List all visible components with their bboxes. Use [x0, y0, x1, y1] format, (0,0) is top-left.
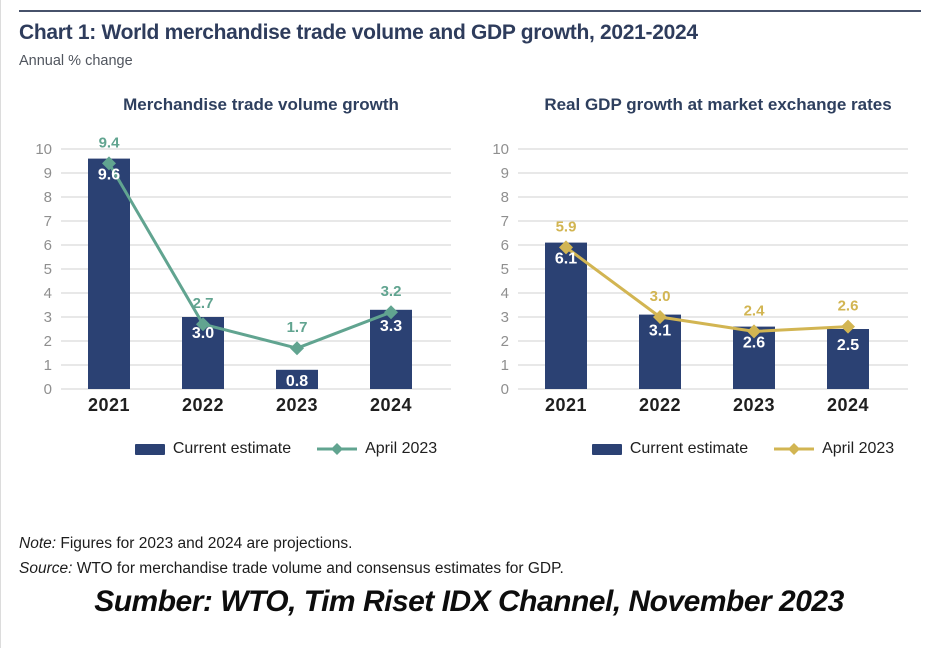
bar-2024 [827, 329, 869, 389]
legend-item-current-estimate: Current estimate [591, 440, 749, 458]
gdp-chart-legend: Current estimate April 2023 [518, 440, 908, 458]
y-tick-label: 8 [44, 189, 52, 206]
bar-label-2022: 3.1 [649, 323, 671, 340]
bar-2023 [276, 369, 318, 389]
legend-item-april-2023: April 2023 [317, 440, 437, 458]
y-tick-label: 3 [44, 309, 52, 326]
bar-label-2022: 3.0 [192, 325, 214, 342]
gdp-chart-panel: Real GDP growth at market exchange rates… [463, 95, 913, 458]
legend-label: Current estimate [172, 440, 292, 457]
bar-label-2024: 2.5 [837, 337, 859, 354]
y-tick-label: 2 [501, 333, 509, 350]
line-marker-icon [774, 443, 815, 455]
y-tick-label: 8 [501, 189, 509, 206]
legend-item-current-estimate: Current estimate [134, 440, 292, 458]
legend-item-april-2023: April 2023 [774, 440, 894, 458]
y-tick-label: 7 [501, 213, 509, 230]
y-tick-label: 4 [44, 285, 52, 302]
line-marker-2023 [290, 341, 304, 356]
bar-2021 [545, 242, 587, 389]
y-tick-label: 6 [501, 237, 509, 254]
y-tick-label: 2 [44, 333, 52, 350]
y-tick-label: 1 [501, 357, 509, 374]
legend-label: April 2023 [822, 440, 895, 457]
legend-label: Current estimate [629, 440, 749, 457]
line-label-2022: 3.0 [650, 288, 671, 305]
bar-label-2024: 3.3 [380, 318, 402, 335]
gdp-chart-plot: 0 1 2 3 4 5 6 7 8 9 10 5.9 3.0 2.4 2.6 6.1 3.1 2.6 2.5 2021… [492, 141, 908, 415]
line-marker-icon [317, 443, 358, 455]
y-tick-label: 0 [44, 381, 52, 398]
line-label-2021: 5.9 [556, 218, 577, 235]
x-tick-label: 2021 [88, 395, 130, 415]
line-marker-2022 [196, 317, 210, 332]
line-marker-2023 [747, 324, 761, 339]
x-tick-label: 2022 [182, 395, 224, 415]
top-rule [19, 10, 921, 12]
source-label: Source: [19, 560, 73, 577]
y-tick-label: 7 [44, 213, 52, 230]
bar-label-2023: 2.6 [743, 335, 765, 352]
bar-2022 [639, 314, 681, 389]
y-tick-label: 5 [44, 261, 52, 278]
source-line: Source: WTO for merchandise trade volume… [19, 560, 564, 578]
line-label-2024: 2.6 [838, 298, 859, 315]
line-series [107, 162, 392, 350]
bar-swatch-icon [134, 443, 165, 455]
line-series [565, 246, 849, 333]
page-subtitle: Annual % change [19, 53, 133, 69]
merchandise-chart-panel: Merchandise trade volume growth 0 1 2 3 4 5 6 7… [6, 95, 456, 458]
merchandise-chart-plot: 0 1 2 3 4 5 6 7 8 9 10 9.4 2.7 1.7 3.2 9.6 3.0 0.8 3.3 2021… [35, 134, 451, 415]
bar-label-2023: 0.8 [286, 373, 308, 390]
y-tick-label: 4 [501, 285, 509, 302]
y-tick-label: 1 [44, 357, 52, 374]
merchandise-chart-title: Merchandise trade volume growth [123, 95, 399, 114]
line-marker-2021 [102, 156, 116, 171]
line-label-2023: 2.4 [744, 302, 766, 319]
merchandise-chart-legend: Current estimate April 2023 [61, 440, 451, 458]
y-tick-label: 3 [501, 309, 509, 326]
note-label: Note: [19, 535, 57, 552]
x-tick-label: 2023 [276, 395, 318, 415]
source-text: WTO for merchandise trade volume and con… [72, 560, 564, 577]
x-tick-label: 2021 [545, 395, 587, 415]
line-label-2022: 2.7 [193, 295, 214, 312]
x-tick-label: 2024 [370, 395, 412, 415]
line-marker-2021 [559, 240, 573, 255]
bar-swatch-icon [591, 443, 622, 455]
bar-label-2021: 6.1 [555, 251, 577, 268]
y-tick-label: 6 [44, 237, 52, 254]
y-tick-label: 9 [501, 165, 509, 182]
y-tick-label: 0 [501, 381, 509, 398]
line-marker-2024 [384, 305, 398, 320]
note-text: Figures for 2023 and 2024 are projection… [56, 535, 353, 552]
line-label-2024: 3.2 [381, 283, 402, 300]
x-tick-label: 2024 [827, 395, 869, 415]
y-tick-label: 10 [35, 141, 52, 158]
gdp-chart-title: Real GDP growth at market exchange rates [544, 95, 892, 114]
line-marker-2022 [653, 310, 667, 324]
x-tick-label: 2023 [733, 395, 775, 415]
line-marker-2024 [841, 319, 855, 334]
legend-label: April 2023 [365, 440, 438, 457]
line-label-2021: 9.4 [99, 134, 121, 151]
y-tick-label: 9 [44, 165, 52, 182]
note-line: Note: Figures for 2023 and 2024 are proj… [19, 535, 352, 553]
x-tick-label: 2022 [639, 395, 681, 415]
y-tick-label: 10 [492, 141, 509, 158]
y-tick-label: 5 [501, 261, 509, 278]
bar-2024 [370, 309, 412, 389]
caption: Sumber: WTO, Tim Riset IDX Channel, Nove… [94, 585, 844, 618]
line-label-2023: 1.7 [287, 319, 308, 336]
bar-2021 [88, 158, 130, 389]
bar-label-2021: 9.6 [98, 167, 120, 184]
page-title: Chart 1: World merchandise trade volume … [19, 21, 698, 44]
